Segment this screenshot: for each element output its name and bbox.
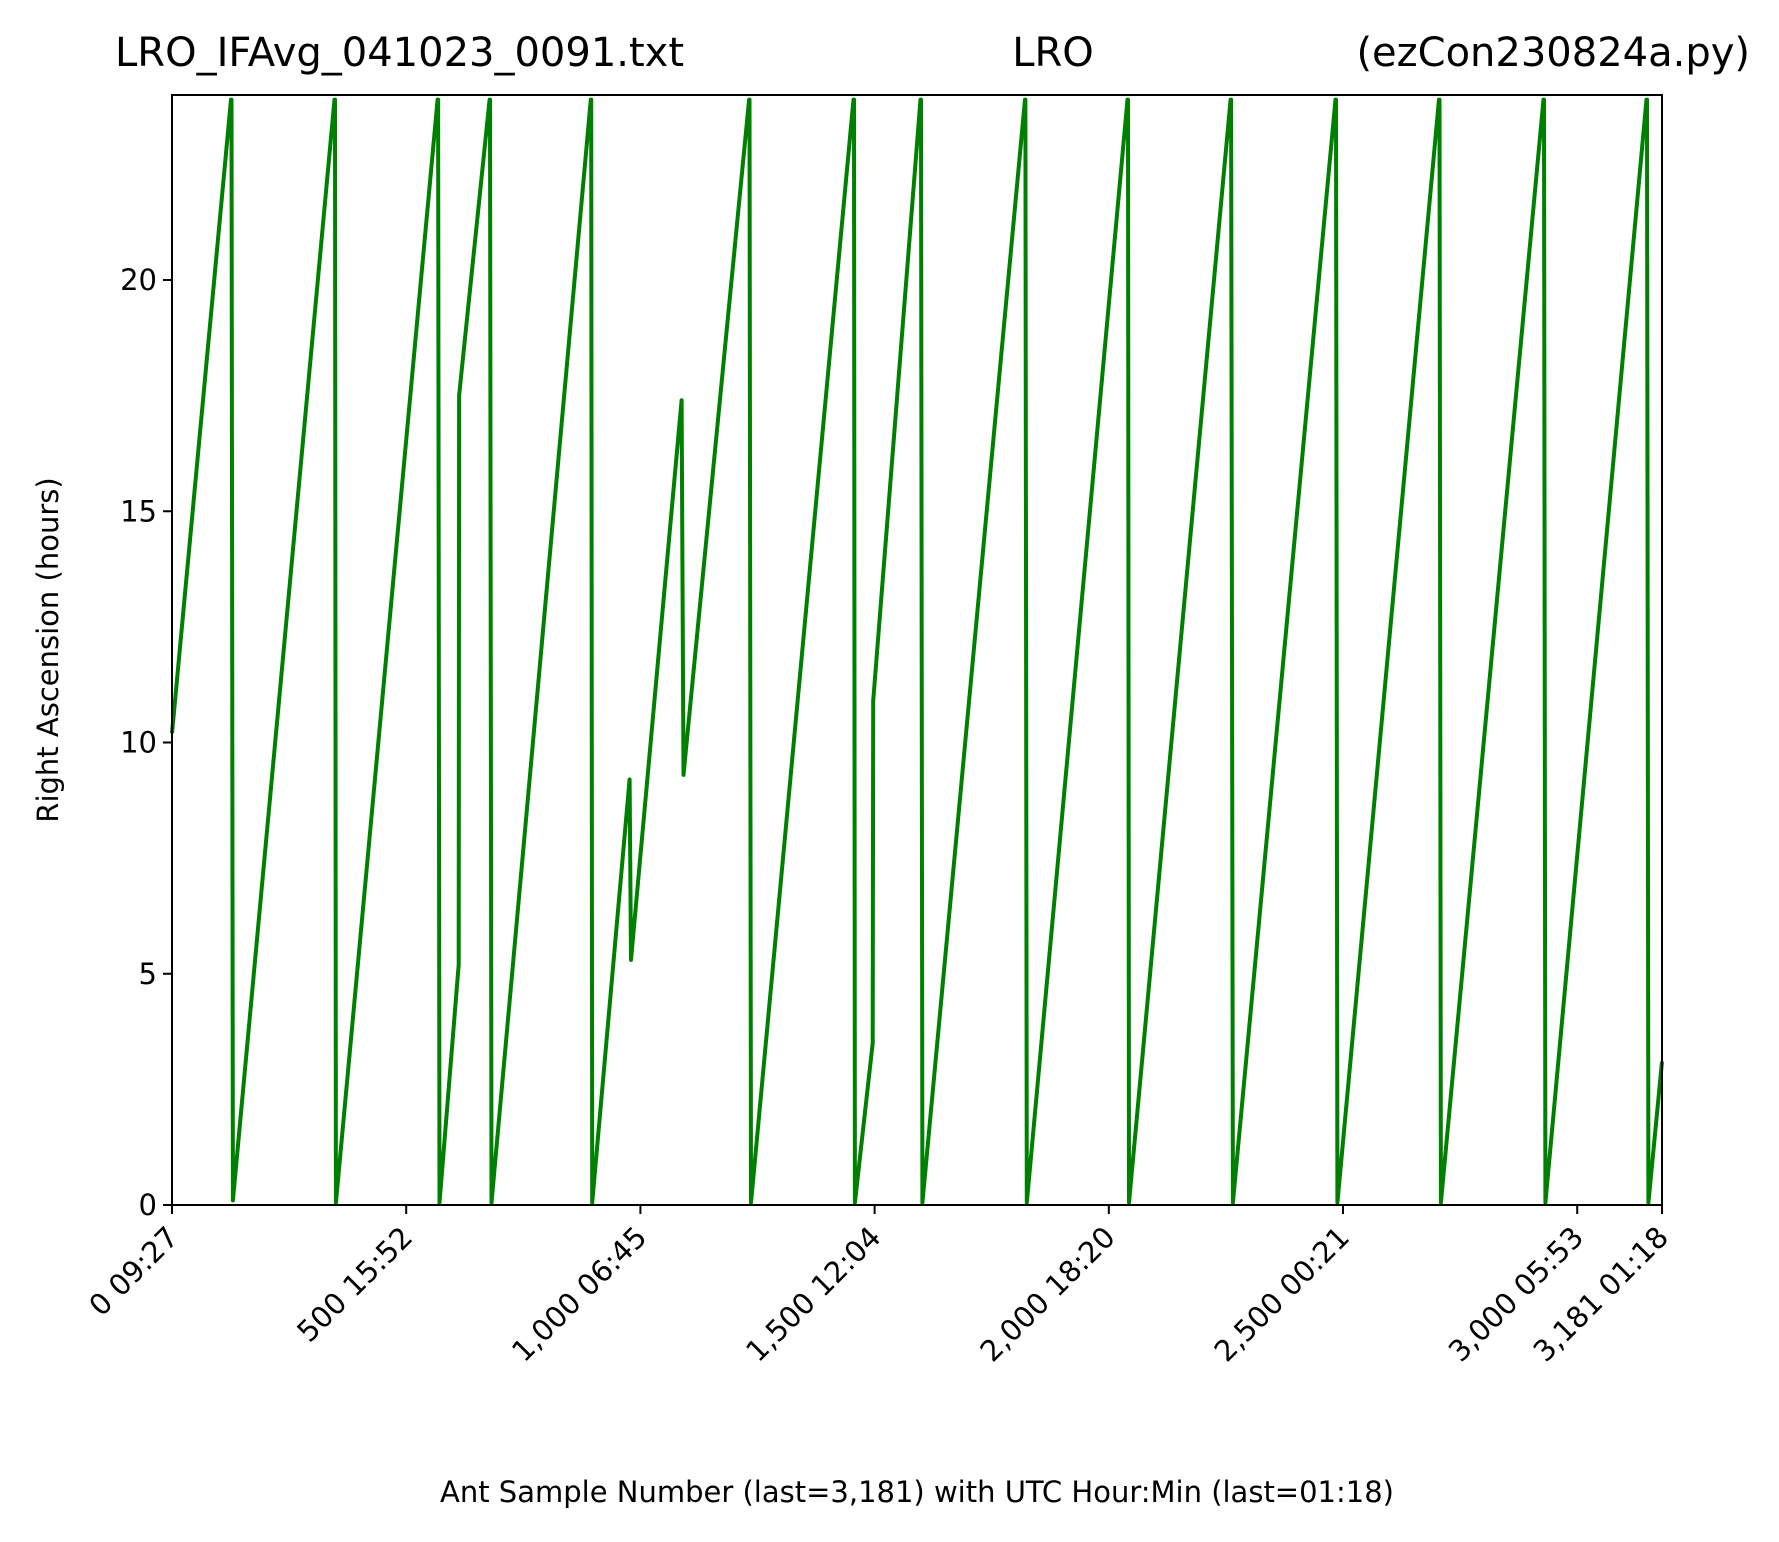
y-tick-label-0: 0 [139, 1188, 157, 1222]
series-line-0 [170, 97, 1664, 1205]
y-tick-label-1: 5 [139, 957, 157, 991]
y-axis-ticks: 0 5 10 15 20 [120, 263, 172, 1222]
x-tick-label-0: 0 09:27 [82, 1220, 185, 1323]
chart-title-left: LRO_IFAvg_041023_0091.txt [115, 30, 684, 76]
y-axis-label: Right Ascension (hours) [31, 477, 65, 822]
x-tick-label-1: 500 15:52 [290, 1220, 419, 1349]
y-tick-label-3: 15 [120, 494, 157, 528]
x-axis-label: Ant Sample Number (last=3,181) with UTC … [440, 1475, 1394, 1509]
plot-layer [170, 97, 1664, 1205]
chart-title-center: LRO [1012, 30, 1094, 76]
y-tick-label-2: 10 [120, 726, 157, 760]
x-tick-label-4: 2,000 18:20 [973, 1220, 1121, 1368]
x-tick-label-3: 1,500 12:04 [739, 1220, 887, 1368]
x-tick-label-5: 2,500 00:21 [1208, 1220, 1356, 1368]
x-axis-ticks: 0 09:27 500 15:52 1,000 06:45 1,500 12:04 2,… [82, 1205, 1675, 1368]
y-tick-label-4: 20 [120, 263, 157, 297]
chart-title-right: (ezCon230824a.py) [1356, 30, 1750, 76]
x-tick-label-2: 1,000 06:45 [505, 1220, 653, 1368]
plot-frame [171, 94, 1663, 1206]
